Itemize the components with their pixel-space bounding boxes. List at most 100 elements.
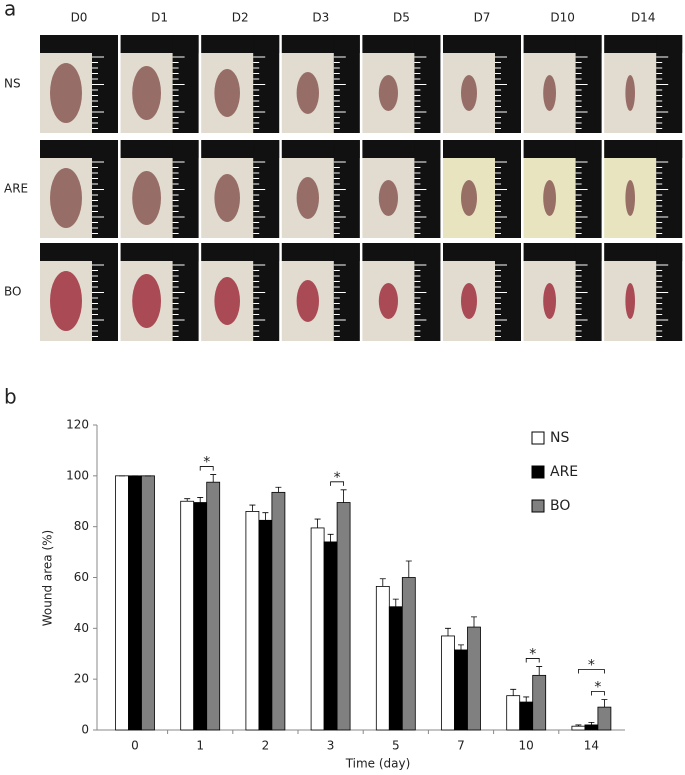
- column-label: D7: [474, 11, 491, 25]
- error-bar: [340, 489, 347, 503]
- wound: [214, 277, 240, 325]
- panel-label: b: [4, 385, 17, 409]
- column-label: D2: [232, 11, 249, 25]
- error-bar: [197, 497, 204, 503]
- bar: [519, 701, 534, 731]
- column-label: D3: [312, 11, 329, 25]
- bar: [336, 502, 351, 731]
- error-bar: [575, 724, 582, 727]
- y-tick-label: 40: [74, 621, 89, 635]
- x-tick-label: 0: [131, 739, 139, 753]
- wound: [461, 75, 477, 111]
- column-label: D5: [393, 11, 410, 25]
- bar: [206, 481, 221, 731]
- bar: [128, 475, 142, 731]
- wound: [461, 180, 477, 216]
- x-tick-label: 1: [196, 739, 204, 753]
- legend-label: BO: [550, 498, 570, 514]
- bar: [180, 500, 195, 731]
- wound: [214, 174, 240, 222]
- bar: [401, 577, 416, 731]
- column-label: D14: [631, 11, 656, 25]
- x-tick-label: 7: [457, 739, 465, 753]
- error-bar: [210, 474, 217, 483]
- error-bar: [275, 486, 282, 493]
- significance-bracket: [591, 691, 605, 696]
- error-bar: [262, 512, 269, 521]
- x-tick-label: 2: [262, 739, 270, 753]
- wound: [543, 75, 556, 111]
- row-label: BO: [4, 285, 21, 299]
- bar: [532, 674, 547, 731]
- error-bar: [314, 518, 321, 528]
- error-bar: [249, 504, 256, 512]
- significance-bracket: [578, 669, 605, 674]
- bar: [141, 475, 155, 731]
- panel-label: a: [4, 0, 16, 21]
- significance-label: *: [588, 658, 595, 674]
- error-bar: [536, 666, 543, 676]
- error-bar: [379, 578, 386, 587]
- wound: [214, 69, 240, 117]
- error-bar: [445, 627, 451, 636]
- column-label: D10: [550, 11, 575, 25]
- wound: [132, 66, 162, 120]
- significance-label: *: [203, 455, 210, 471]
- error-bar: [458, 644, 464, 650]
- y-tick-label: 60: [74, 570, 89, 584]
- bar: [388, 606, 403, 731]
- x-tick-label: 3: [327, 739, 335, 753]
- bar: [584, 724, 599, 731]
- wound: [132, 274, 162, 328]
- wound: [50, 168, 82, 228]
- y-tick-label: 100: [66, 468, 89, 482]
- x-axis-title: Time (day): [345, 757, 411, 771]
- wound: [543, 180, 556, 216]
- bar: [506, 695, 521, 731]
- significance-bracket: [525, 658, 540, 663]
- significance-label: *: [529, 646, 536, 662]
- wound: [132, 171, 162, 225]
- legend-swatch: [531, 431, 545, 445]
- wound: [296, 72, 319, 114]
- row-label: ARE: [4, 182, 28, 196]
- error-bar: [184, 498, 191, 502]
- row-label: NS: [4, 77, 21, 91]
- error-bar: [523, 696, 530, 703]
- error-bar: [588, 721, 595, 725]
- significance-bracket: [199, 466, 214, 471]
- x-tick-label: 14: [584, 739, 599, 753]
- wound: [543, 283, 556, 319]
- significance-bracket: [330, 481, 344, 486]
- bar: [571, 725, 586, 731]
- wound: [50, 63, 82, 123]
- y-tick-label: 80: [74, 519, 89, 533]
- bar: [245, 511, 260, 731]
- bar: [454, 649, 468, 731]
- wound: [50, 271, 82, 331]
- wound: [625, 75, 635, 111]
- y-tick-label: 0: [81, 723, 89, 737]
- legend-label: ARE: [550, 464, 578, 480]
- x-tick-label: 10: [519, 739, 534, 753]
- error-bar: [392, 598, 399, 607]
- bar: [258, 519, 273, 731]
- legend-swatch: [531, 499, 545, 513]
- y-axis-title: Wound area (%): [41, 530, 55, 627]
- bar: [271, 491, 286, 731]
- bar: [323, 541, 338, 731]
- wound: [378, 283, 398, 319]
- bar: [193, 502, 208, 731]
- legend-swatch: [531, 465, 545, 479]
- chart: Time (day) Wound area (%) 02040608010012…: [41, 418, 625, 771]
- wound: [625, 283, 635, 319]
- column-label: D0: [71, 11, 88, 25]
- significance-label: *: [334, 470, 341, 486]
- error-bar: [471, 616, 477, 628]
- bar: [115, 475, 129, 731]
- legend-label: NS: [550, 430, 569, 446]
- photo-grid: D0 D1 D2 D3 D5 D7 D10 D14 NS ARE BO: [4, 11, 683, 341]
- error-bar: [327, 533, 334, 542]
- x-tick-label: 5: [392, 739, 400, 753]
